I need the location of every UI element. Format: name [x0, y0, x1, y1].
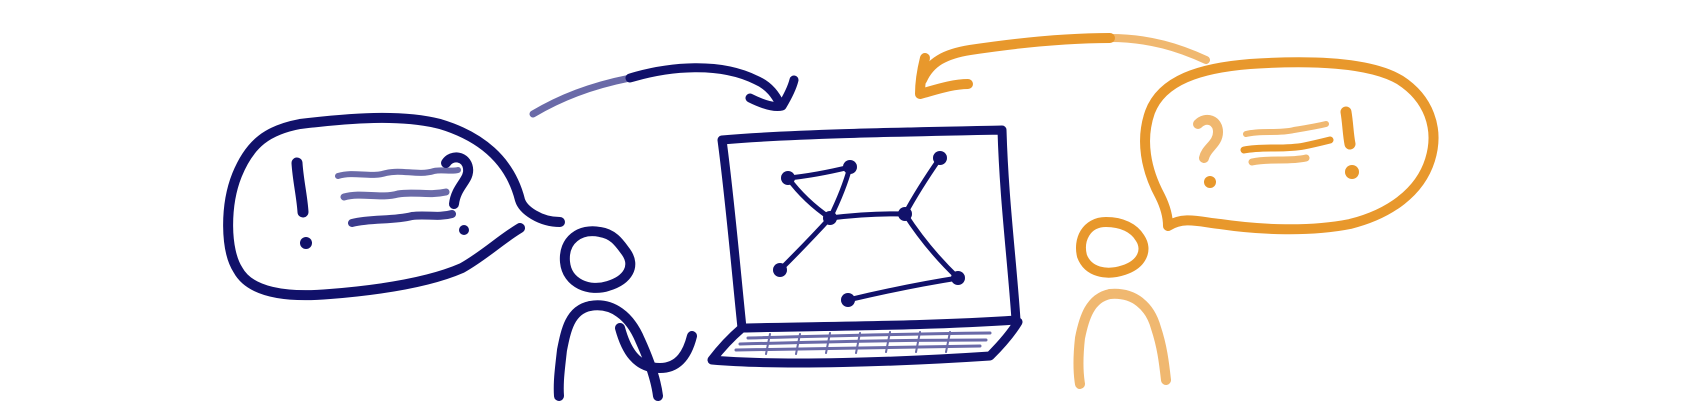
- right-arrow-head: [915, 53, 973, 99]
- graph-edge: [902, 155, 943, 217]
- graph-node: [843, 160, 857, 174]
- left-arrow-shaft: [625, 63, 785, 109]
- graph-node: [951, 271, 965, 285]
- right-bubble-question-stroke: [1193, 114, 1223, 163]
- right-person-body-left: [1073, 289, 1115, 389]
- left-bubble-text-line-1: [335, 167, 461, 179]
- left-bubble-text-line-3: [348, 210, 456, 227]
- right-bubble-outline: [1140, 57, 1439, 235]
- right-bubble-text-line-2: [1240, 136, 1334, 154]
- right-bubble-question-dot: [1204, 176, 1216, 188]
- left-bubble-outline: [223, 112, 565, 301]
- left-arrow-shaft-tail: [529, 74, 634, 118]
- left-speech-bubble: [223, 112, 565, 301]
- laptop-keyboard: [734, 331, 992, 355]
- right-speech-bubble: [1140, 57, 1439, 235]
- left-curved-arrow-icon: [529, 63, 799, 118]
- laptop-icon: [707, 125, 1023, 368]
- laptop-base: [707, 317, 1023, 368]
- right-person-body-right: [1105, 288, 1171, 385]
- graph-node: [823, 211, 837, 225]
- left-bubble-question-stroke: [441, 152, 474, 209]
- graph-edge: [827, 211, 908, 221]
- left-person-icon: [553, 226, 697, 401]
- right-arrow-shaft-tail: [1106, 34, 1210, 64]
- graph-edge: [785, 164, 853, 181]
- graph-edge: [902, 211, 961, 281]
- graph-node: [898, 207, 912, 221]
- network-graph-icon: [773, 151, 965, 307]
- right-bubble-text-line-3: [1248, 154, 1310, 166]
- left-person-body-left: [553, 301, 595, 401]
- left-bubble-exclamation-stroke: [291, 157, 309, 218]
- keyboard-keys: [765, 331, 951, 355]
- right-person-head: [1076, 217, 1149, 278]
- right-bubble-exclamation-dot: [1345, 165, 1359, 179]
- right-person-icon: [1073, 217, 1171, 389]
- left-bubble-question-dot: [459, 225, 469, 235]
- graph-node: [933, 151, 947, 165]
- left-bubble-text-line-2: [340, 188, 450, 201]
- graph-node: [781, 171, 795, 185]
- right-bubble-exclamation-stroke: [1340, 106, 1356, 150]
- graph-edge: [845, 275, 961, 303]
- right-curved-arrow-icon: [915, 33, 1210, 99]
- right-arrow-shaft: [917, 33, 1115, 85]
- graph-edge: [785, 175, 833, 221]
- graph-edge: [827, 164, 853, 221]
- keyboard-row-2: [738, 338, 988, 346]
- graph-node: [841, 293, 855, 307]
- graph-node: [773, 263, 787, 277]
- laptop-screen: [717, 125, 1021, 333]
- left-person-head: [559, 226, 636, 293]
- graph-edge: [777, 215, 833, 273]
- left-person-body-right: [585, 300, 663, 401]
- left-arrow-head: [745, 75, 799, 111]
- keyboard-row-1: [746, 331, 992, 340]
- right-bubble-text-line-1: [1243, 121, 1329, 137]
- left-bubble-exclamation-dot: [300, 237, 312, 249]
- left-person-arm: [615, 323, 697, 373]
